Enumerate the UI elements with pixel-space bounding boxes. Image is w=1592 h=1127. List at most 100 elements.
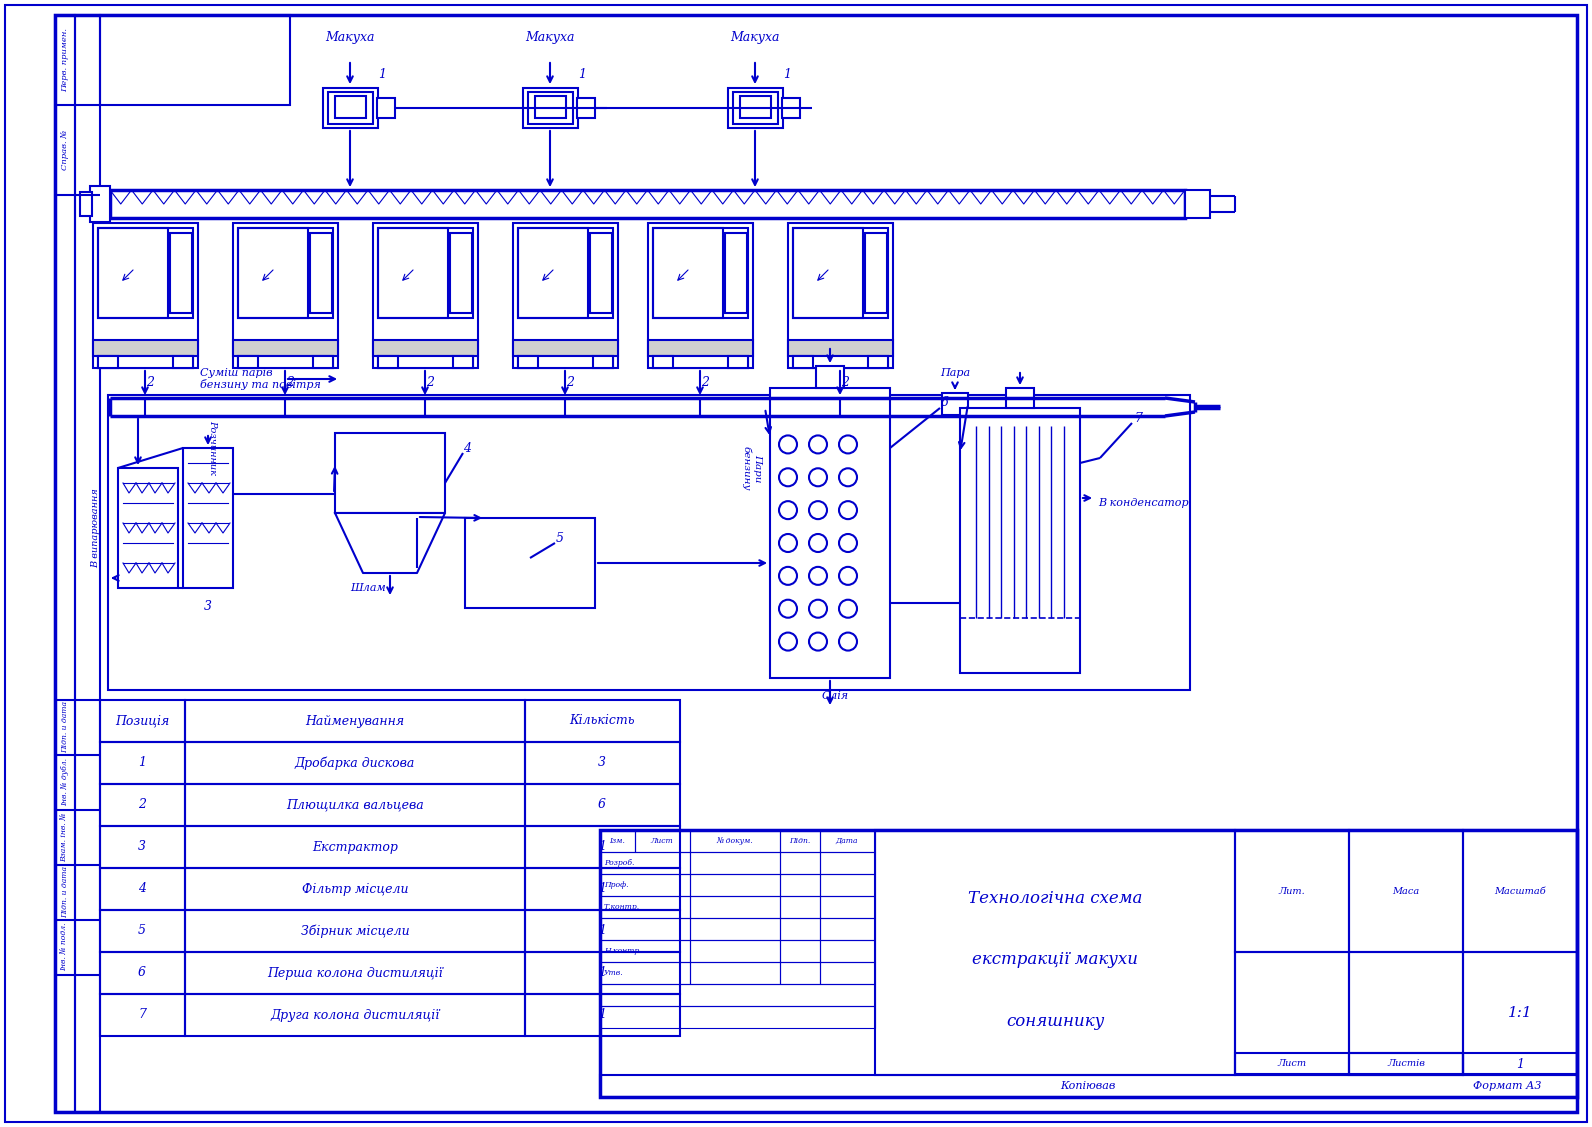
Bar [689, 829, 780, 852]
Text: Н.контр.: Н.контр. [603, 947, 642, 955]
Bar [100, 826, 185, 868]
Text: В випарювання: В випарювання [91, 488, 100, 568]
Bar [377, 228, 473, 318]
Bar [535, 96, 567, 118]
Bar [100, 784, 185, 826]
Bar [525, 909, 680, 952]
Bar [653, 356, 748, 369]
Bar [100, 952, 185, 994]
Text: Масштаб: Масштаб [1495, 887, 1546, 896]
Bar [600, 1075, 1578, 1097]
Bar [864, 233, 887, 313]
Bar [591, 233, 611, 313]
Text: Листів: Листів [1387, 1059, 1425, 1068]
Text: 3: 3 [139, 841, 146, 853]
Text: 1: 1 [599, 967, 607, 979]
Bar [377, 356, 398, 369]
Text: Макуха: Макуха [525, 32, 575, 44]
Text: Розроб.: Розроб. [603, 859, 634, 867]
Text: В конденсатор: В конденсатор [1098, 498, 1189, 508]
Bar [1348, 1053, 1463, 1075]
Bar [793, 356, 814, 369]
Text: 2: 2 [567, 376, 575, 390]
Bar [99, 356, 193, 369]
Bar [75, 15, 100, 1112]
Text: 1: 1 [1516, 1057, 1524, 1071]
Bar [942, 393, 968, 415]
Bar [525, 784, 680, 826]
Bar [1006, 388, 1033, 408]
Bar [525, 994, 680, 1036]
Bar [771, 388, 890, 678]
Text: № докум.: № докум. [716, 837, 753, 845]
Bar [600, 896, 689, 919]
Text: Проф.: Проф. [603, 881, 629, 889]
Text: Фільтр місцели: Фільтр місцели [302, 882, 408, 896]
Text: Утв.: Утв. [603, 969, 624, 977]
Text: 2: 2 [146, 376, 154, 390]
Bar [524, 88, 578, 128]
Bar [100, 994, 185, 1036]
Bar [183, 449, 232, 588]
Text: Дата: Дата [836, 837, 858, 845]
Bar [793, 228, 863, 318]
Bar [373, 223, 478, 369]
Bar [600, 829, 1578, 1097]
Bar [653, 228, 748, 318]
Text: Розчинник: Розчинник [209, 420, 218, 476]
Bar [525, 868, 680, 909]
Bar [740, 96, 771, 118]
Bar [817, 366, 844, 388]
Text: Позиція: Позиція [115, 715, 169, 728]
Bar [525, 952, 680, 994]
Bar [1235, 829, 1348, 952]
Bar [56, 15, 75, 1112]
Bar [377, 98, 395, 118]
Bar [689, 896, 780, 919]
Bar [820, 875, 876, 896]
Bar [185, 868, 525, 909]
Bar [334, 433, 446, 513]
Bar [820, 896, 876, 919]
Bar [525, 700, 680, 742]
Bar [185, 909, 525, 952]
Text: 2: 2 [841, 376, 849, 390]
Bar [513, 340, 618, 356]
Bar [728, 356, 748, 369]
Bar [780, 919, 820, 940]
Text: 1:1: 1:1 [1508, 1006, 1533, 1020]
Bar [100, 700, 185, 742]
Bar [635, 829, 689, 852]
Text: Підп. и дата: Підп. и дата [60, 866, 68, 919]
Text: 1: 1 [783, 68, 791, 80]
Text: 3: 3 [599, 756, 607, 770]
Text: 6: 6 [139, 967, 146, 979]
Text: Перша колона дистиляції: Перша колона дистиляції [267, 967, 443, 979]
Bar [1463, 829, 1578, 952]
Bar [170, 233, 193, 313]
Bar [373, 340, 478, 356]
Text: Шлам: Шлам [350, 583, 385, 593]
Bar [91, 186, 110, 222]
Text: екстракції макухи: екстракції макухи [973, 951, 1138, 968]
Bar [653, 356, 673, 369]
Text: 2: 2 [287, 376, 295, 390]
Text: Лист: Лист [1277, 1059, 1307, 1068]
Text: Плющилка вальцева: Плющилка вальцева [287, 799, 423, 811]
Bar [100, 742, 185, 784]
Bar [185, 826, 525, 868]
Bar [689, 962, 780, 984]
Text: Лит.: Лит. [1278, 887, 1305, 896]
Bar [1463, 952, 1578, 1074]
Text: 1: 1 [139, 756, 146, 770]
Bar [517, 356, 538, 369]
Text: 4: 4 [463, 442, 471, 454]
Bar [232, 340, 338, 356]
Bar [782, 98, 801, 118]
Text: 1: 1 [599, 841, 607, 853]
Bar [465, 518, 595, 607]
Bar [237, 356, 333, 369]
Bar [648, 223, 753, 369]
Text: 7: 7 [1134, 411, 1141, 425]
Bar [174, 356, 193, 369]
